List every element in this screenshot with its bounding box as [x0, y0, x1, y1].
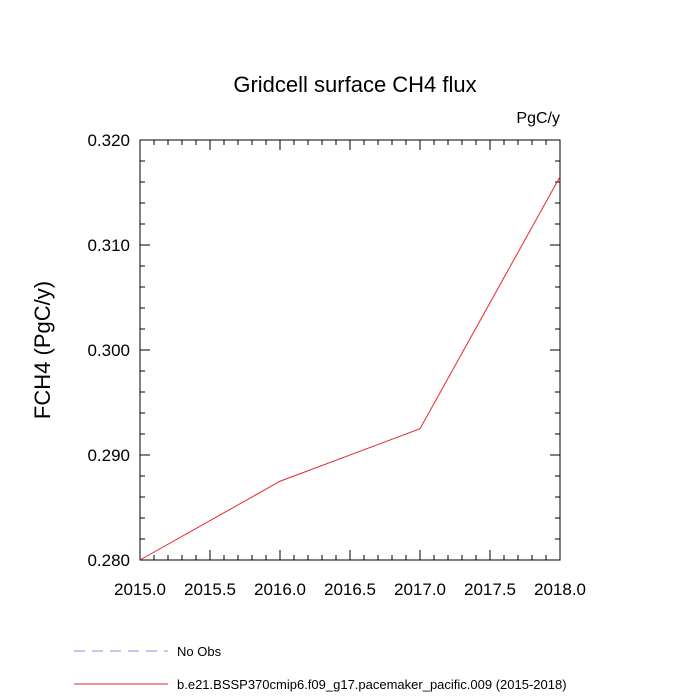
legend-label-0: No Obs — [177, 644, 222, 659]
y-tick-labels: 0.280 0.290 0.300 0.310 0.320 — [87, 131, 130, 570]
axis-ticks — [139, 139, 561, 561]
series-line-0 — [139, 176, 561, 561]
x-tick-label: 2016.5 — [324, 580, 376, 599]
y-axis-label: FCH4 (PgC/y) — [30, 281, 55, 419]
legend-label-1: b.e21.BSSP370cmip6.f09_g17.pacemaker_pac… — [177, 677, 567, 692]
x-tick-label: 2016.0 — [254, 580, 306, 599]
x-tick-labels: 2015.0 2015.5 2016.0 2016.5 2017.0 2017.5 2018… — [114, 580, 586, 599]
y-tick-label: 0.290 — [87, 446, 130, 465]
plot-frame — [139, 139, 561, 561]
x-tick-label: 2015.0 — [114, 580, 166, 599]
units-label: PgC/y — [516, 110, 560, 127]
y-tick-label: 0.300 — [87, 341, 130, 360]
y-tick-label: 0.320 — [87, 131, 130, 150]
y-tick-label: 0.280 — [87, 551, 130, 570]
x-tick-label: 2017.5 — [464, 580, 516, 599]
x-tick-label: 2015.5 — [184, 580, 236, 599]
series-layer — [139, 176, 561, 561]
x-tick-label: 2018.0 — [534, 580, 586, 599]
legend: No Obs b.e21.BSSP370cmip6.f09_g17.pacemak… — [74, 644, 567, 692]
chart-title: Gridcell surface CH4 flux — [233, 72, 476, 97]
y-tick-label: 0.310 — [87, 236, 130, 255]
x-tick-label: 2017.0 — [394, 580, 446, 599]
